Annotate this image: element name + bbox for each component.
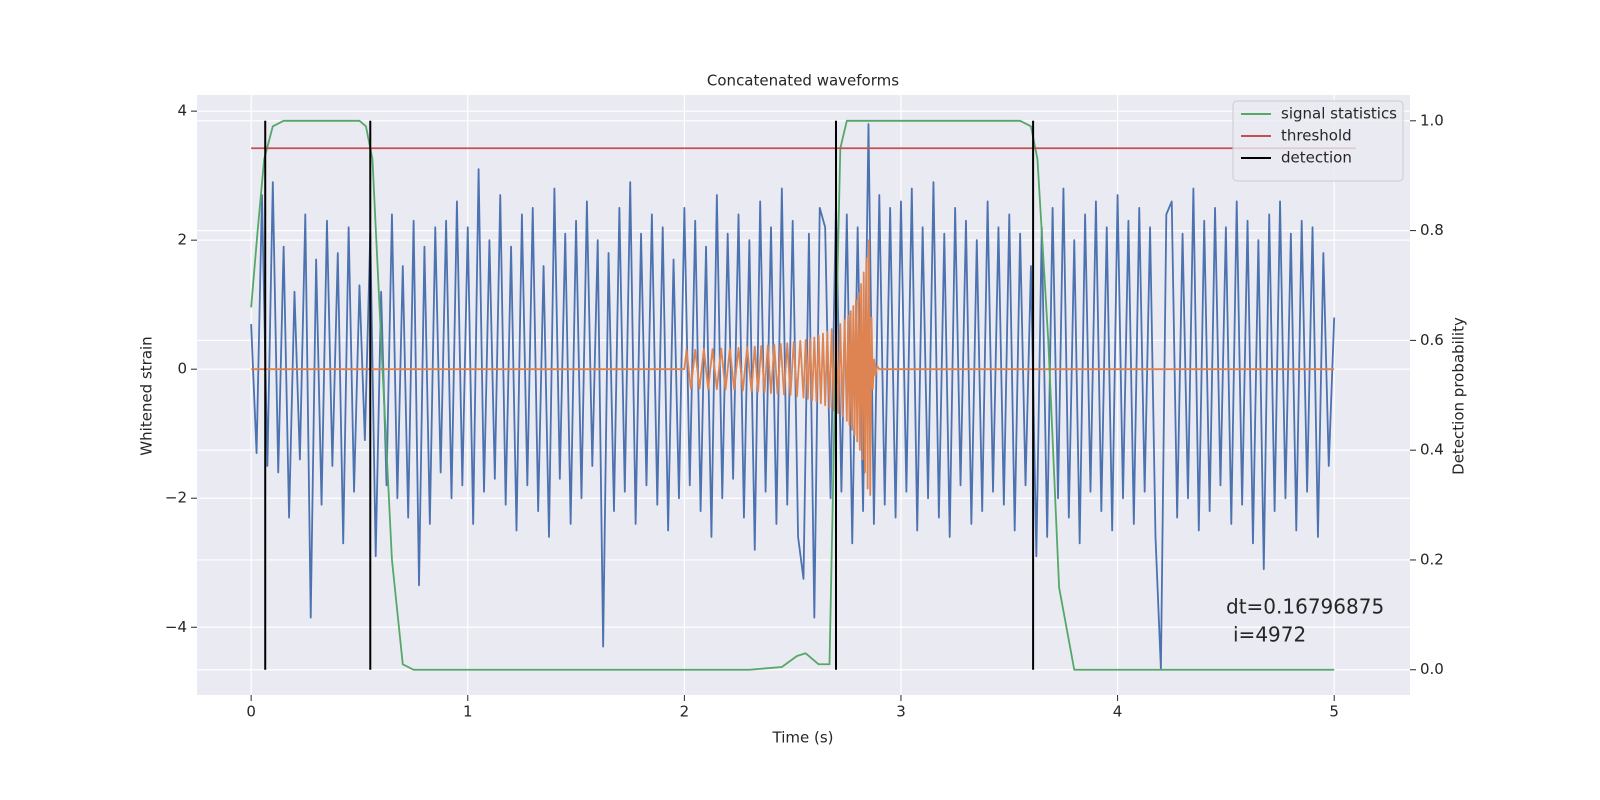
- axes: 0 1 2 3 4 5 −4 −2 0 2 4 0.0 0.2 0.4 0.6 0.8 1.0: [165, 102, 1444, 721]
- y2-tick-label: 0.4: [1420, 441, 1444, 459]
- y2-tick-label: 0.2: [1420, 550, 1444, 568]
- y-tick-label: 0: [177, 360, 187, 378]
- y-tick-label: 2: [177, 231, 187, 249]
- annotation: dt=0.16796875: [1226, 595, 1384, 619]
- legend: signal statistics threshold detection: [1232, 100, 1404, 182]
- y-tick-label: −2: [165, 489, 187, 507]
- legend-label: threshold: [1281, 127, 1352, 145]
- y2-tick-label: 1.0: [1420, 111, 1444, 129]
- x-axis-label: Time (s): [772, 729, 834, 747]
- y-tick-label: 4: [177, 102, 187, 120]
- y-tick-label: −4: [165, 618, 187, 636]
- x-tick-label: 1: [463, 703, 473, 721]
- x-tick-label: 3: [896, 703, 906, 721]
- legend-box: [1232, 100, 1404, 182]
- annotation: i=4972: [1233, 623, 1306, 647]
- legend-label: signal statistics: [1281, 105, 1397, 123]
- marks: [250, 119, 1356, 671]
- y2-tick-label: 0.0: [1420, 660, 1444, 678]
- legend-label: detection: [1281, 149, 1352, 167]
- y2-axis-label: Detection probability: [1450, 317, 1468, 475]
- series-line: [250, 123, 1336, 671]
- chart-title: Concatenated waveforms: [707, 72, 899, 90]
- y2-tick-label: 0.6: [1420, 331, 1444, 349]
- y-axis-label: Whitened strain: [138, 336, 156, 455]
- x-tick-label: 4: [1113, 703, 1123, 721]
- x-tick-label: 0: [246, 703, 256, 721]
- x-tick-label: 2: [680, 703, 690, 721]
- series-line: [251, 239, 1335, 496]
- y2-tick-label: 0.8: [1420, 221, 1444, 239]
- x-tick-label: 5: [1329, 703, 1339, 721]
